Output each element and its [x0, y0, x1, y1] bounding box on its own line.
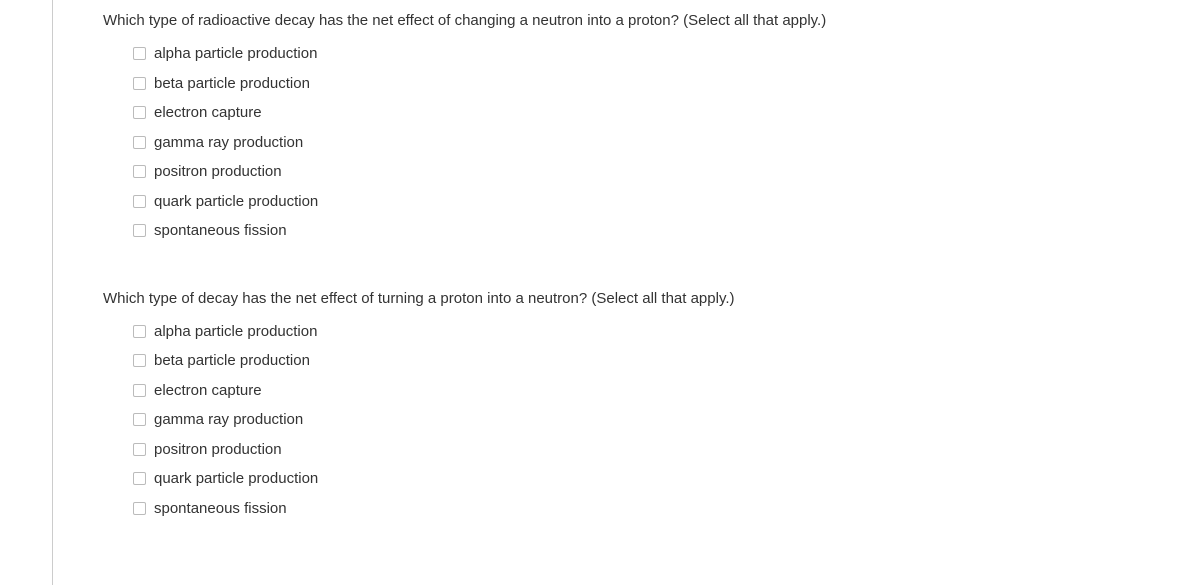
option-label: positron production	[154, 162, 282, 182]
checkbox[interactable]	[133, 413, 146, 426]
question-prompt: Which type of decay has the net effect o…	[103, 288, 1200, 309]
checkbox[interactable]	[133, 195, 146, 208]
option-label: beta particle production	[154, 74, 310, 94]
option-row: beta particle production	[133, 346, 1200, 376]
option-label: spontaneous fission	[154, 499, 287, 519]
option-row: gamma ray production	[133, 405, 1200, 435]
option-label: beta particle production	[154, 351, 310, 371]
options-list: alpha particle production beta particle …	[103, 39, 1200, 246]
option-row: quark particle production	[133, 464, 1200, 494]
option-label: gamma ray production	[154, 133, 303, 153]
option-row: electron capture	[133, 376, 1200, 406]
checkbox[interactable]	[133, 47, 146, 60]
option-label: spontaneous fission	[154, 221, 287, 241]
option-label: quark particle production	[154, 192, 318, 212]
question-prompt: Which type of radioactive decay has the …	[103, 10, 1200, 31]
checkbox[interactable]	[133, 77, 146, 90]
checkbox[interactable]	[133, 106, 146, 119]
quiz-container: Which type of radioactive decay has the …	[52, 0, 1200, 585]
option-label: electron capture	[154, 103, 262, 123]
question-block: Which type of decay has the net effect o…	[103, 288, 1200, 524]
options-list: alpha particle production beta particle …	[103, 317, 1200, 524]
checkbox[interactable]	[133, 224, 146, 237]
checkbox[interactable]	[133, 325, 146, 338]
option-row: beta particle production	[133, 69, 1200, 99]
checkbox[interactable]	[133, 136, 146, 149]
option-label: quark particle production	[154, 469, 318, 489]
checkbox[interactable]	[133, 165, 146, 178]
option-row: electron capture	[133, 98, 1200, 128]
option-row: alpha particle production	[133, 39, 1200, 69]
checkbox[interactable]	[133, 354, 146, 367]
option-label: alpha particle production	[154, 322, 317, 342]
checkbox[interactable]	[133, 502, 146, 515]
option-row: gamma ray production	[133, 128, 1200, 158]
option-label: gamma ray production	[154, 410, 303, 430]
option-row: quark particle production	[133, 187, 1200, 217]
option-label: positron production	[154, 440, 282, 460]
checkbox[interactable]	[133, 384, 146, 397]
checkbox[interactable]	[133, 472, 146, 485]
option-row: alpha particle production	[133, 317, 1200, 347]
checkbox[interactable]	[133, 443, 146, 456]
option-row: positron production	[133, 435, 1200, 465]
question-block: Which type of radioactive decay has the …	[103, 10, 1200, 246]
option-row: spontaneous fission	[133, 494, 1200, 524]
option-row: spontaneous fission	[133, 216, 1200, 246]
option-label: alpha particle production	[154, 44, 317, 64]
option-label: electron capture	[154, 381, 262, 401]
option-row: positron production	[133, 157, 1200, 187]
